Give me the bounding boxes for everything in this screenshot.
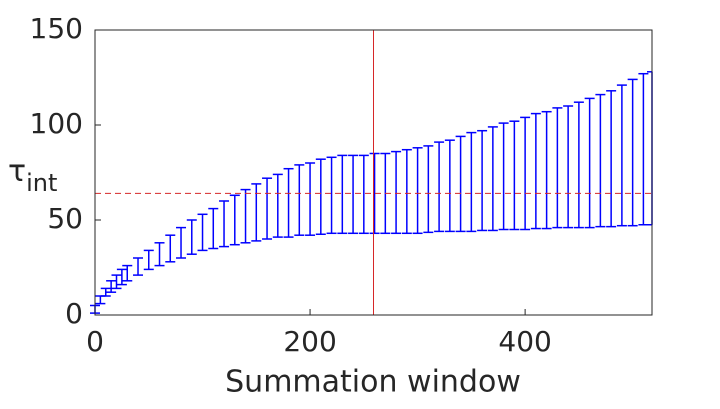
error-bar xyxy=(455,135,466,233)
error-bar xyxy=(337,154,348,235)
error-bar xyxy=(305,162,316,236)
error-bar xyxy=(100,287,111,297)
error-bar xyxy=(262,177,273,240)
error-bar xyxy=(412,147,423,235)
error-bar xyxy=(208,207,219,250)
y-tick-label: 150 xyxy=(30,12,83,45)
error-bar xyxy=(423,145,434,234)
error-bar xyxy=(106,280,117,293)
error-bar xyxy=(541,110,552,230)
error-bar xyxy=(315,158,326,235)
error-bar xyxy=(176,226,187,259)
y-tick-label: 0 xyxy=(65,297,83,330)
error-bar xyxy=(638,72,649,226)
error-bar xyxy=(272,173,283,238)
error-bar xyxy=(369,152,380,235)
error-bar xyxy=(498,122,509,231)
error-bar xyxy=(240,188,251,244)
x-tick-label: 0 xyxy=(86,325,104,358)
error-bar xyxy=(283,167,294,238)
y-tick-label: 100 xyxy=(30,107,83,140)
error-bar xyxy=(477,129,488,232)
error-bar xyxy=(326,156,337,235)
error-bar xyxy=(133,257,144,276)
y-label-subscript: int xyxy=(26,169,57,197)
error-bar xyxy=(358,154,369,235)
x-axis-label: Summation window xyxy=(225,365,521,400)
error-bar xyxy=(154,242,165,267)
error-bar xyxy=(434,141,445,233)
error-bar xyxy=(552,107,563,229)
error-bar xyxy=(111,274,122,290)
error-bar xyxy=(595,93,606,228)
error-bar xyxy=(116,268,127,286)
error-bar xyxy=(444,139,455,233)
x-tick-label: 400 xyxy=(498,325,551,358)
error-bar xyxy=(627,78,638,227)
error-bar xyxy=(197,213,208,252)
error-bar xyxy=(294,164,305,236)
y-label-symbol: τ xyxy=(8,154,26,189)
error-bar xyxy=(165,234,176,263)
x-tick-label: 200 xyxy=(283,325,336,358)
error-bar xyxy=(229,194,240,246)
error-bar xyxy=(584,97,595,229)
error-bar xyxy=(530,112,541,230)
error-bar xyxy=(616,84,627,227)
plot-frame xyxy=(94,29,653,316)
error-bar xyxy=(122,264,133,282)
error-bar xyxy=(143,249,154,271)
error-bar xyxy=(573,101,584,229)
error-bar xyxy=(487,126,498,232)
error-bar xyxy=(391,150,402,235)
error-bar xyxy=(219,200,230,248)
error-bar xyxy=(466,131,477,233)
error-bar xyxy=(563,105,574,229)
error-bar xyxy=(509,120,520,231)
error-bar xyxy=(401,148,412,235)
error-bar xyxy=(348,154,359,235)
y-tick-label: 50 xyxy=(47,202,83,235)
y-axis-label: τint xyxy=(8,154,57,198)
error-bar xyxy=(606,90,617,228)
error-bar xyxy=(520,116,531,231)
error-bar xyxy=(186,219,197,255)
